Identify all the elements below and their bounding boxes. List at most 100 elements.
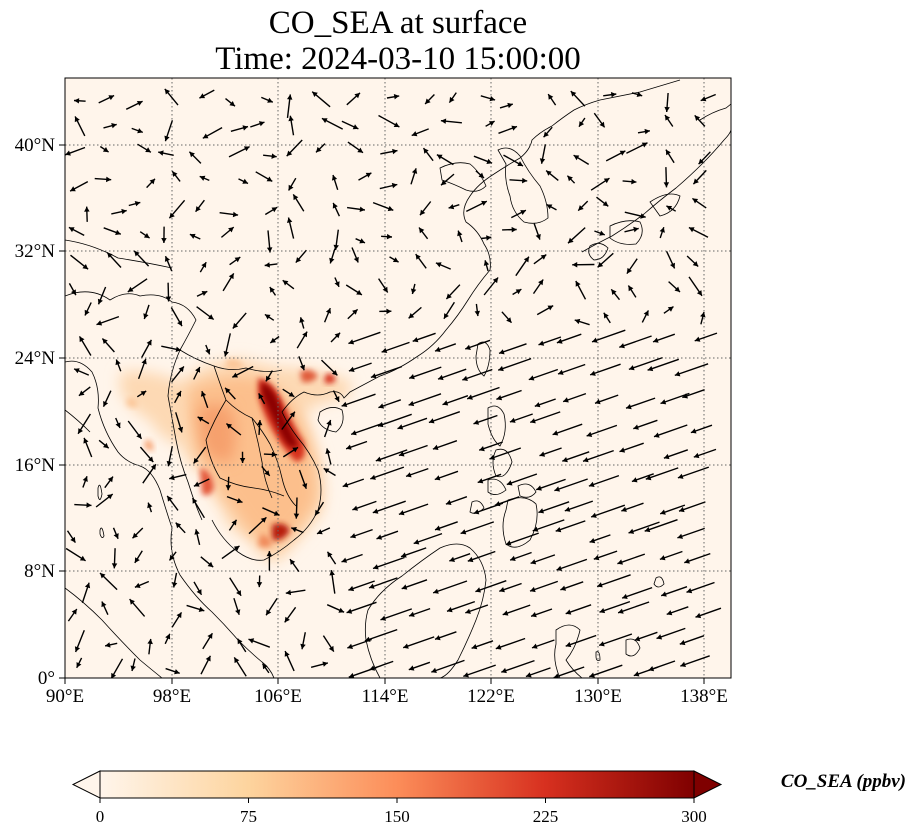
wind-arrowhead [282,280,289,286]
wind-arrowhead [653,337,659,343]
wind-arrowhead [534,402,541,408]
wind-arrowhead [591,512,597,518]
wind-arrowhead [633,424,639,430]
wind-arrowhead [200,391,207,397]
wind-arrowhead [540,254,547,260]
wind-arrowhead [578,205,584,211]
lat-tick-label: 40°N [15,135,56,156]
wind-arrowhead [680,661,686,667]
wind-arrowhead [132,532,138,539]
wind-arrowhead [531,612,537,618]
wind-arrowhead [408,313,415,319]
wind-arrowhead [323,468,330,474]
wind-arrowhead [445,499,452,505]
wind-vector [621,586,653,599]
wind-arrowhead [644,526,651,533]
wind-arrowhead [70,186,76,192]
wind-vector [462,368,493,381]
wind-arrowhead [134,201,141,207]
wind-vector [368,577,398,589]
wind-arrowhead [223,351,229,357]
wind-arrowhead [511,226,517,233]
wind-vector [625,397,656,409]
wind-arrowhead [71,609,77,615]
wind-arrowhead [82,476,88,482]
wind-vector [529,411,561,424]
colorbar-extend-min [71,770,101,799]
wind-arrowhead [287,217,293,223]
wind-arrowhead [618,608,624,614]
wind-arrowhead [351,430,357,436]
wind-arrowhead [195,206,201,212]
wind-arrowhead [103,401,109,407]
wind-arrowhead [679,506,685,513]
colorbar-tick-label: 300 [681,807,707,826]
wind-arrowhead [465,344,471,350]
wind-vector [644,519,678,532]
wind-arrowhead [236,498,243,504]
wind-arrowhead [440,118,447,124]
wind-arrowhead [346,608,353,614]
wind-arrowhead [425,98,431,104]
wind-arrowhead [359,206,365,212]
wind-vector [402,636,435,649]
wind-arrowhead [660,399,667,405]
wind-arrowhead [575,281,581,287]
wind-arrowhead [535,234,541,240]
wind-arrowhead [267,97,273,103]
wind-vector [535,478,566,491]
wind-arrowhead [560,585,567,591]
wind-arrowhead [610,92,617,98]
wind-arrowhead [196,589,202,595]
wind-arrowhead [347,643,353,649]
wind-arrowhead [695,612,702,619]
colorbar-gradient [100,771,694,798]
wind-arrowhead [547,305,554,311]
wind-arrowhead [143,233,150,239]
wind-arrowhead [647,366,654,372]
wind-arrowhead [641,142,648,148]
wind-arrowhead [65,150,71,156]
wind-arrowhead [520,210,526,215]
wind-arrowhead [619,447,626,453]
wind-vector [475,580,507,593]
wind-vector [653,424,688,438]
colorbar-extend-max [693,770,723,799]
wind-arrowhead [136,101,143,106]
wind-arrowhead [415,254,421,260]
wind-arrowhead [498,365,504,372]
wind-arrowhead [260,517,267,523]
wind-arrowhead [322,661,328,667]
wind-arrowhead [338,607,345,613]
wind-arrowhead [446,293,452,299]
map-panel [65,78,731,678]
wind-vector [375,449,408,462]
colorbar-tick-label: 75 [240,807,257,826]
wind-arrowhead [700,312,706,318]
wind-vector [552,423,583,436]
wind-arrowhead [205,348,211,355]
wind-arrowhead [264,314,271,320]
wind-arrowhead [332,202,338,209]
wind-arrowhead [225,485,232,491]
wind-arrowhead [380,615,387,621]
wind-vector [348,331,381,345]
wind-arrowhead [393,122,400,127]
wind-arrowhead [229,101,235,107]
concentration-field [120,358,352,562]
wind-vector [596,574,631,588]
wind-arrowhead [505,540,512,546]
wind-arrowhead [101,601,107,608]
wind-arrowhead [486,235,492,241]
wind-arrowhead [499,349,505,355]
wind-arrowhead [626,404,632,410]
wind-arrowhead [341,557,348,563]
wind-arrowhead [312,91,318,97]
wind-arrowhead [664,106,670,112]
wind-arrowhead [474,310,480,317]
wind-arrowhead [342,482,349,488]
wind-arrowhead [237,638,243,645]
wind-arrowhead [328,645,334,652]
wind-vector [538,501,570,514]
